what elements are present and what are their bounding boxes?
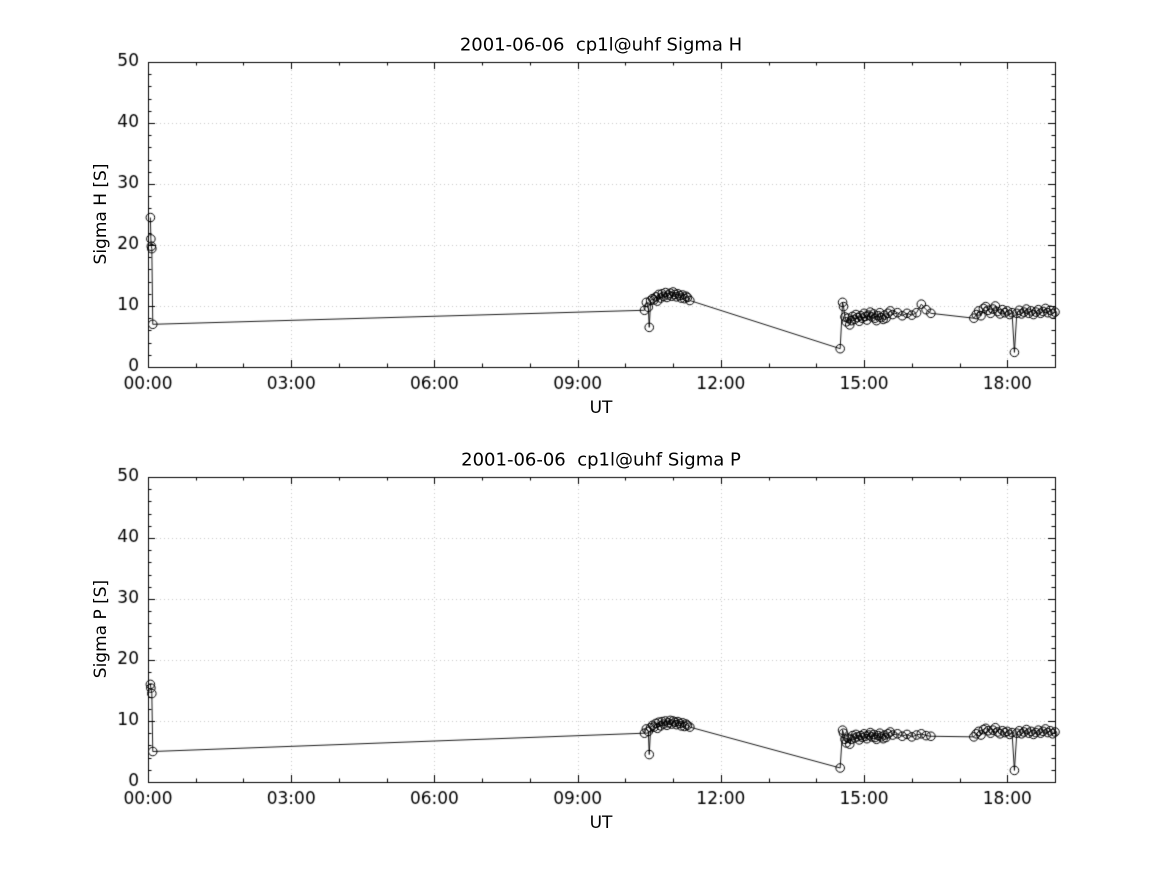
sigma-p-xlabel: UT bbox=[589, 813, 613, 833]
sigma-h-xlabel: UT bbox=[589, 398, 613, 418]
sigma-p-ylabel: Sigma P [S] bbox=[91, 579, 111, 679]
sigma-p-title: 2001-06-06 cp1l@uhf Sigma P bbox=[461, 449, 741, 471]
sigma-h-title: 2001-06-06 cp1l@uhf Sigma H bbox=[459, 34, 743, 56]
sigma-h-ylabel: Sigma H [S] bbox=[91, 163, 111, 265]
